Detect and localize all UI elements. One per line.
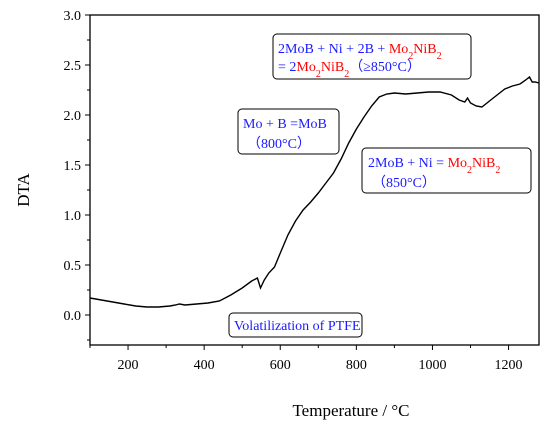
annotation-reaction-4: Volatilization of PTFE	[228, 312, 363, 338]
x-tick-label: 1000	[418, 358, 446, 373]
y-axis-ticks: 0.0 0.5 1.0 1.5 2.0 2.5 3.0	[64, 9, 90, 341]
y-tick-label: 2.0	[64, 109, 82, 124]
x-axis-ticks: 200 400 600 800 1000 1200	[89, 345, 523, 373]
y-axis-title: DTA	[14, 172, 33, 206]
annotation-reaction-2-box	[237, 108, 340, 155]
y-tick-label: 0.5	[64, 259, 82, 274]
x-tick-label: 600	[270, 358, 291, 373]
y-tick-label: 2.5	[64, 59, 82, 74]
x-tick-label: 400	[194, 358, 215, 373]
y-tick-label: 3.0	[64, 9, 82, 24]
annotation-reaction-2: Mo + B =MoB （800°C）	[237, 108, 340, 155]
x-tick-label: 1200	[495, 358, 523, 373]
annotation-reaction-3-line-2: （850°C）	[372, 175, 436, 191]
annotation-reaction-1-line-1: 2MoB + Ni + 2B + Mo2NiB2	[278, 42, 442, 62]
annotation-reaction-1-box	[272, 33, 472, 80]
annotation-reaction-4-text: Volatilization of PTFE	[234, 319, 361, 334]
y-tick-label: 1.5	[64, 159, 82, 174]
y-tick-label: 0.0	[64, 309, 82, 324]
plot-frame	[89, 14, 540, 346]
annotation-reaction-1-line-2: = 2Mo2NiB2（≥850°C）	[278, 59, 421, 80]
x-axis-title: Temperature / °C	[292, 401, 409, 420]
annotation-reaction-3-line-1: 2MoB + Ni = Mo2NiB2	[368, 156, 500, 176]
x-tick-label: 800	[346, 358, 367, 373]
y-tick-label: 1.0	[64, 209, 82, 224]
annotation-reaction-2-line-2: （800°C）	[247, 136, 311, 152]
x-tick-label: 200	[118, 358, 139, 373]
annotation-reaction-2-line-1: Mo + B =MoB	[243, 117, 327, 132]
annotation-reaction-4-box	[228, 312, 363, 338]
annotation-reaction-3: 2MoB + Ni = Mo2NiB2 （850°C）	[361, 147, 532, 194]
series-line-dta	[89, 75, 540, 308]
annotation-reaction-1: 2MoB + Ni + 2B + Mo2NiB2 = 2Mo2NiB2（≥850…	[272, 33, 472, 80]
annotation-reaction-3-box	[361, 147, 532, 194]
